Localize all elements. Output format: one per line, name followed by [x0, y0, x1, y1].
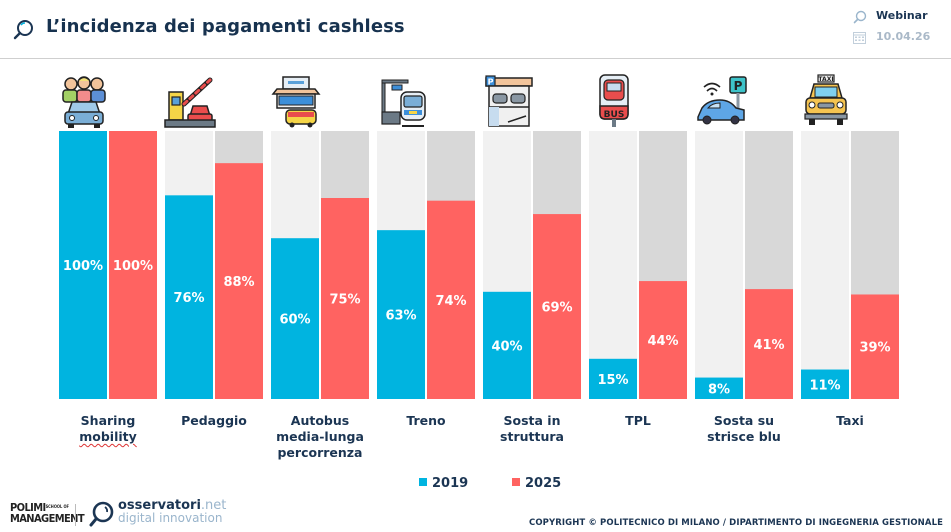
category-label-line: Treno — [406, 413, 446, 428]
bar-2025 — [639, 281, 687, 399]
footer-divider — [75, 504, 76, 526]
category-label-line: Sharing — [80, 413, 136, 428]
bar-2019 — [695, 377, 743, 399]
bar-value-label: 76% — [173, 291, 204, 306]
bar-value-label: 15% — [597, 373, 628, 388]
page-title: L’incidenza dei pagamenti cashless — [46, 16, 405, 37]
category-label-line: Pedaggio — [181, 413, 247, 428]
polimi-logo-line1: POLIMI — [10, 501, 46, 514]
category-label-line: TPL — [625, 413, 651, 428]
osservatori-magnifier-icon — [89, 501, 114, 527]
category-label-line: Sosta in — [503, 413, 561, 428]
bar-value-label: 75% — [329, 293, 360, 308]
car-sharing-people-icon — [62, 76, 106, 128]
bar-value-label: 88% — [223, 275, 254, 290]
calendar-icon — [853, 32, 866, 44]
bar-2019 — [589, 358, 637, 399]
category-label-line: percorrenza — [277, 445, 363, 460]
bar-2019 — [483, 291, 531, 399]
bar-2025 — [745, 289, 793, 399]
osservatori-logo-main: osservatori — [118, 498, 201, 513]
bar-value-label: 41% — [753, 338, 784, 353]
event-label: Webinar — [876, 9, 928, 22]
legend-item-2019: 2019 — [419, 476, 468, 491]
bar-2025 — [109, 131, 157, 399]
category-label: Treno — [376, 413, 476, 429]
category-label-line: Taxi — [836, 413, 864, 428]
bus-stop-sign-icon: BUS — [599, 74, 629, 127]
magnifier-icon — [853, 10, 867, 24]
svg-text:BUS: BUS — [604, 110, 625, 120]
bar-chart: P BUS P TAXI 100% 100% 76% — [0, 60, 951, 500]
bar-value-label: 39% — [859, 341, 890, 356]
osservatori-logo-tld: .net — [200, 498, 227, 513]
smart-parking-car-icon: P — [697, 76, 747, 125]
category-label: Taxi — [800, 413, 900, 429]
bar-track-2019 — [695, 131, 743, 399]
bar-value-label: 44% — [647, 334, 678, 349]
bar-2025 — [533, 214, 581, 399]
category-label-line: media-lunga — [276, 429, 364, 444]
bar-2019 — [271, 238, 319, 399]
bar-value-label: 100% — [113, 259, 153, 274]
bars-area: 100% 100% 76% 88% 60% 75% 63% 74% 40% 69% 15% 44% 8%… — [59, 131, 899, 399]
category-label-line: Autobus — [290, 413, 350, 428]
category-label: Autobus media-lunga percorrenza — [270, 413, 370, 461]
osservatori-logo: osservatori.net digital innovation — [118, 499, 226, 525]
category-label: TPL — [588, 413, 688, 429]
category-label-line: Sosta su — [713, 413, 775, 428]
bar-value-label: 60% — [279, 313, 310, 328]
magnifier-icon — [13, 20, 33, 40]
legend-label-2025: 2025 — [525, 476, 562, 491]
bar-2019 — [59, 131, 107, 399]
bar-value-label: 40% — [491, 339, 522, 354]
category-label-line: mobility — [79, 429, 137, 444]
bar-value-label: 100% — [63, 259, 103, 274]
copyright-notice: COPYRIGHT © POLITECNICO DI MILANO / DIPA… — [528, 518, 943, 528]
event-date: 10.04.26 — [876, 30, 931, 43]
bar-2025 — [427, 200, 475, 399]
svg-text:TAXI: TAXI — [818, 76, 833, 83]
taxi-icon: TAXI — [804, 74, 848, 125]
toll-booth-icon — [164, 77, 216, 128]
bar-2019 — [801, 369, 849, 399]
legend-item-2025: 2025 — [512, 476, 561, 491]
train-station-icon — [381, 79, 426, 127]
polimi-logo-small: SCHOOL OF — [45, 504, 70, 509]
osservatori-logo-sub: digital innovation — [118, 511, 223, 525]
parking-garage-icon: P — [485, 75, 533, 127]
bar-value-label: 63% — [385, 309, 416, 324]
category-label: Sosta su strisce blu — [694, 413, 794, 445]
bar-2019 — [165, 195, 213, 399]
bar-track-2019 — [801, 131, 849, 399]
polimi-logo: POLIMISCHOOL OF MANAGEMENT — [10, 501, 85, 525]
bar-value-label: 11% — [809, 378, 840, 393]
bar-value-label: 69% — [541, 301, 572, 316]
bar-track-2019 — [589, 131, 637, 399]
bus-station-icon — [271, 76, 321, 128]
legend-swatch-2025 — [512, 478, 520, 486]
polimi-logo-line2: MANAGEMENT — [10, 512, 85, 525]
legend-label-2019: 2019 — [432, 476, 469, 491]
svg-text:P: P — [488, 78, 494, 87]
legend-swatch-2019 — [419, 478, 427, 486]
bar-2019 — [377, 230, 425, 399]
bar-2025 — [215, 163, 263, 399]
header-divider — [0, 58, 951, 59]
category-label: Pedaggio — [164, 413, 264, 429]
bar-value-label: 8% — [708, 383, 730, 398]
slide-header: L’incidenza dei pagamenti cashless Webin… — [0, 0, 951, 58]
category-label-line: strisce blu — [707, 429, 781, 444]
bar-2025 — [851, 294, 899, 399]
bar-value-label: 74% — [435, 294, 466, 309]
bar-2025 — [321, 198, 369, 399]
category-label-line: struttura — [500, 429, 564, 444]
category-label: Sharing mobility — [58, 413, 158, 445]
svg-text:P: P — [734, 79, 743, 93]
category-label: Sosta in struttura — [482, 413, 582, 445]
